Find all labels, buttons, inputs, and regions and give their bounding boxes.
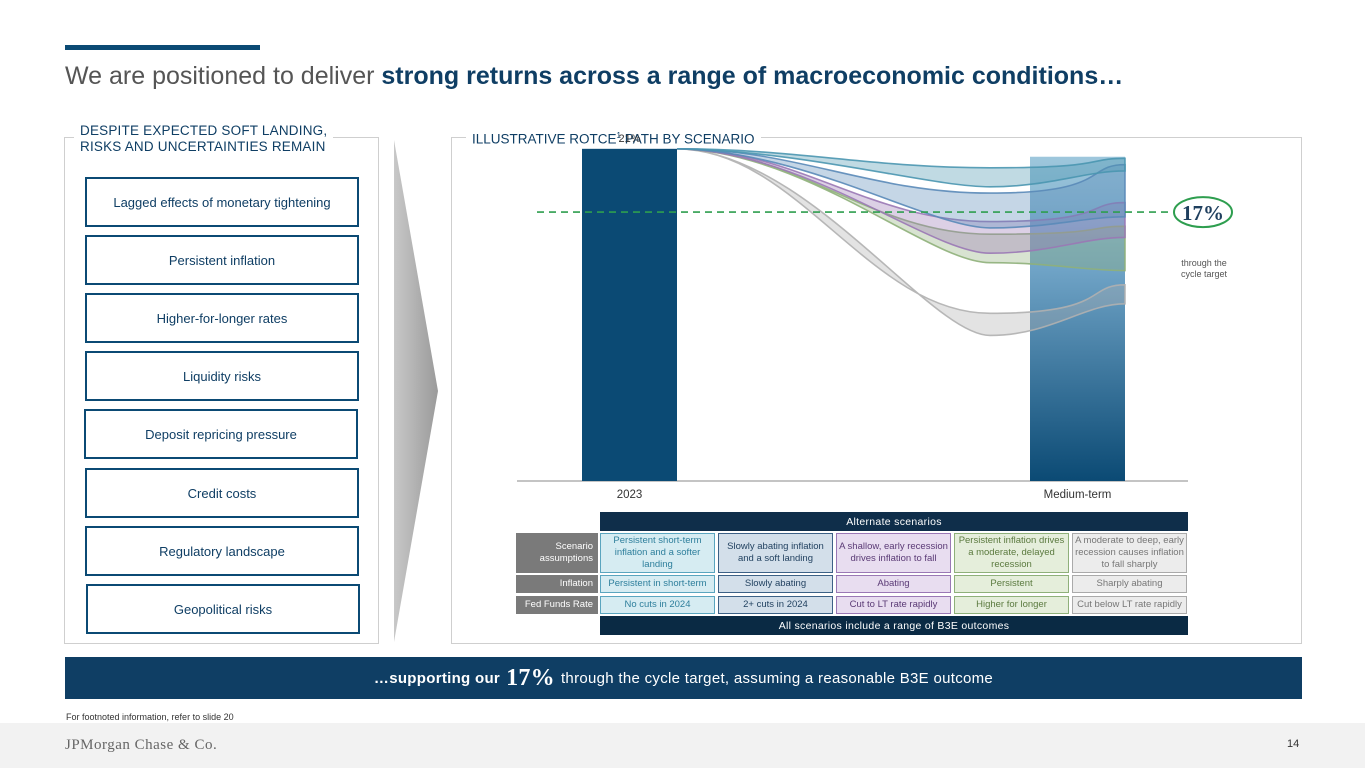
target-note: through the cycle target	[1180, 258, 1228, 279]
risk-label: Credit costs	[187, 485, 257, 501]
risks-panel-header: DESPITE EXPECTED SOFT LANDING, RISKS AND…	[74, 123, 334, 155]
risk-box: Credit costs	[85, 468, 359, 518]
risks-header-line2: RISKS AND UNCERTAINTIES REMAIN	[80, 139, 326, 154]
risk-label: Higher-for-longer rates	[156, 310, 288, 326]
title-accent-line	[65, 45, 260, 50]
risk-label: Regulatory landscape	[159, 543, 285, 559]
chart-header-rest: PATH BY SCENARIO	[620, 131, 755, 147]
title-normal: We are positioned to deliver	[65, 62, 382, 90]
x-tick-label-2023: 2023	[617, 489, 643, 501]
target-badge	[1173, 196, 1233, 229]
risk-label: Persistent inflation	[168, 252, 276, 268]
x-tick-label-medium-term: Medium-term	[1044, 489, 1112, 501]
b3e-footer-bar: All scenarios include a range of B3E out…	[600, 616, 1188, 635]
scenario-inflation-cell: Slowly abating	[718, 575, 833, 593]
risk-label: Lagged effects of monetary tightening	[113, 194, 331, 210]
scenario-fed-funds-cell: 2+ cuts in 2024	[718, 596, 833, 614]
scenario-assumption-cell: A shallow, early recession drives inflat…	[836, 533, 951, 573]
target-value-label: 17%	[1182, 201, 1224, 225]
title-bold: strong returns across a range of macroec…	[381, 62, 1124, 90]
risk-box: Geopolitical risks	[86, 584, 360, 634]
scenario-assumption-cell: A moderate to deep, early recession caus…	[1072, 533, 1187, 573]
page-number: 14	[1287, 738, 1300, 750]
risk-box: Regulatory landscape	[85, 526, 359, 576]
scenario-fed-funds-cell: Cut below LT rate rapidly	[1072, 596, 1187, 614]
scenario-fed-funds-cell: No cuts in 2024	[600, 596, 715, 614]
risks-header-line1: DESPITE EXPECTED SOFT LANDING,	[80, 123, 328, 138]
row-label-fed-funds: Fed Funds Rate	[516, 596, 598, 614]
alternate-scenarios-header: Alternate scenarios	[600, 512, 1188, 531]
risk-box: Higher-for-longer rates	[85, 293, 359, 343]
scenario-inflation-cell: Sharply abating	[1072, 575, 1187, 593]
scenario-assumption-cell: Persistent inflation drives a moderate, …	[954, 533, 1069, 573]
chart-header-sup: 1	[616, 131, 621, 140]
scenario-ribbon	[676, 148, 1126, 337]
company-logo: JPMorgan Chase & Co.	[65, 737, 218, 753]
chevron-arrow-icon	[394, 140, 438, 642]
risk-box: Liquidity risks	[85, 351, 359, 401]
risk-box: Persistent inflation	[85, 235, 359, 285]
chart-panel	[451, 137, 1302, 644]
scenario-inflation-cell: Persistent	[954, 575, 1069, 593]
risk-label: Deposit repricing pressure	[145, 426, 297, 442]
scenario-inflation-cell: Abating	[836, 575, 951, 593]
bar-2023-label: 21%	[618, 133, 640, 145]
banner-big-value: 17%	[506, 664, 555, 691]
row-label-inflation: Inflation	[516, 575, 598, 593]
banner-pre: …supporting our	[373, 669, 501, 687]
footer-bar	[0, 723, 1365, 768]
risk-box: Deposit repricing pressure	[84, 409, 358, 459]
bar-medium-term	[1030, 156, 1125, 481]
risk-box: Lagged effects of monetary tightening	[85, 177, 359, 227]
bar-2023	[582, 148, 677, 481]
risk-label: Liquidity risks	[182, 368, 262, 384]
scenario-fed-funds-cell: Cut to LT rate rapidly	[836, 596, 951, 614]
scenario-inflation-cell: Persistent in short-term	[600, 575, 715, 593]
scenario-fed-funds-cell: Higher for longer	[954, 596, 1069, 614]
page-title: We are positioned to deliver strong retu…	[65, 62, 1123, 91]
scenario-ribbon	[676, 148, 1126, 188]
footnote: For footnoted information, refer to slid…	[66, 712, 234, 722]
scenario-assumption-cell: Persistent short-term inflation and a so…	[600, 533, 715, 573]
chart-header-main: ILLUSTRATIVE ROTCE	[472, 131, 617, 147]
banner-post: through the cycle target, assuming a rea…	[560, 669, 994, 687]
summary-banner: …supporting our 17% through the cycle ta…	[65, 657, 1302, 699]
row-label-assumptions: Scenario assumptions	[516, 533, 598, 573]
scenario-assumption-cell: Slowly abating inflation and a soft land…	[718, 533, 833, 573]
risk-label: Geopolitical risks	[173, 601, 273, 617]
chart-panel-header: ILLUSTRATIVE ROTCE1 PATH BY SCENARIO	[466, 131, 761, 147]
